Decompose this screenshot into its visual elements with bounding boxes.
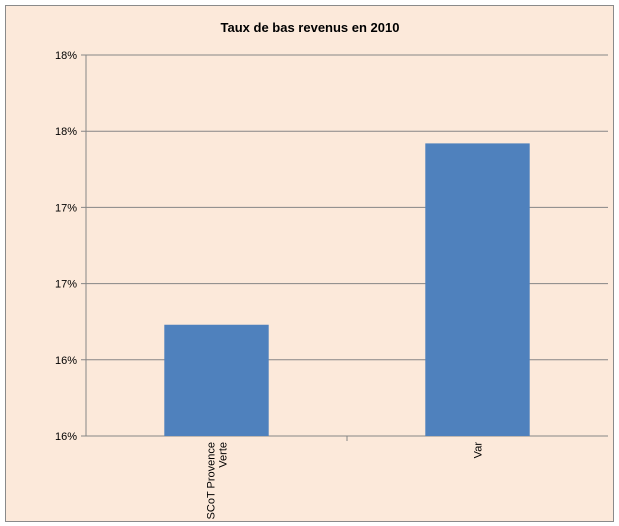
x-tick-label-line: Var — [473, 442, 485, 459]
y-tick-label: 18% — [55, 126, 77, 138]
chart-title: Taux de bas revenus en 2010 — [221, 20, 400, 35]
x-tick-label-line: Verte — [218, 442, 230, 468]
x-tick-label: SCoT Provence Verte — [206, 442, 230, 519]
chart-area: Taux de bas revenus en 2010 16% 16% 17% 17%… — [5, 5, 614, 522]
bar-1 — [164, 324, 269, 436]
y-tick-label: 16% — [55, 431, 77, 443]
x-tick-label-line: SCoT Provence — [206, 442, 218, 519]
bars — [164, 143, 530, 436]
y-tick-label: 18% — [55, 50, 77, 62]
y-tick-label: 16% — [55, 355, 77, 367]
y-tick-label: 17% — [55, 202, 77, 214]
x-axis-labels: SCoT Provence Verte Var — [206, 442, 485, 520]
y-tick-label: 17% — [55, 279, 77, 291]
bar-2 — [425, 143, 530, 436]
y-axis-ticks: 16% 16% 17% 17% 18% 18% — [55, 50, 77, 443]
bar-chart: Taux de bas revenus en 2010 16% 16% 17% 17%… — [55, 20, 608, 520]
x-tick-label: Var — [473, 442, 485, 459]
